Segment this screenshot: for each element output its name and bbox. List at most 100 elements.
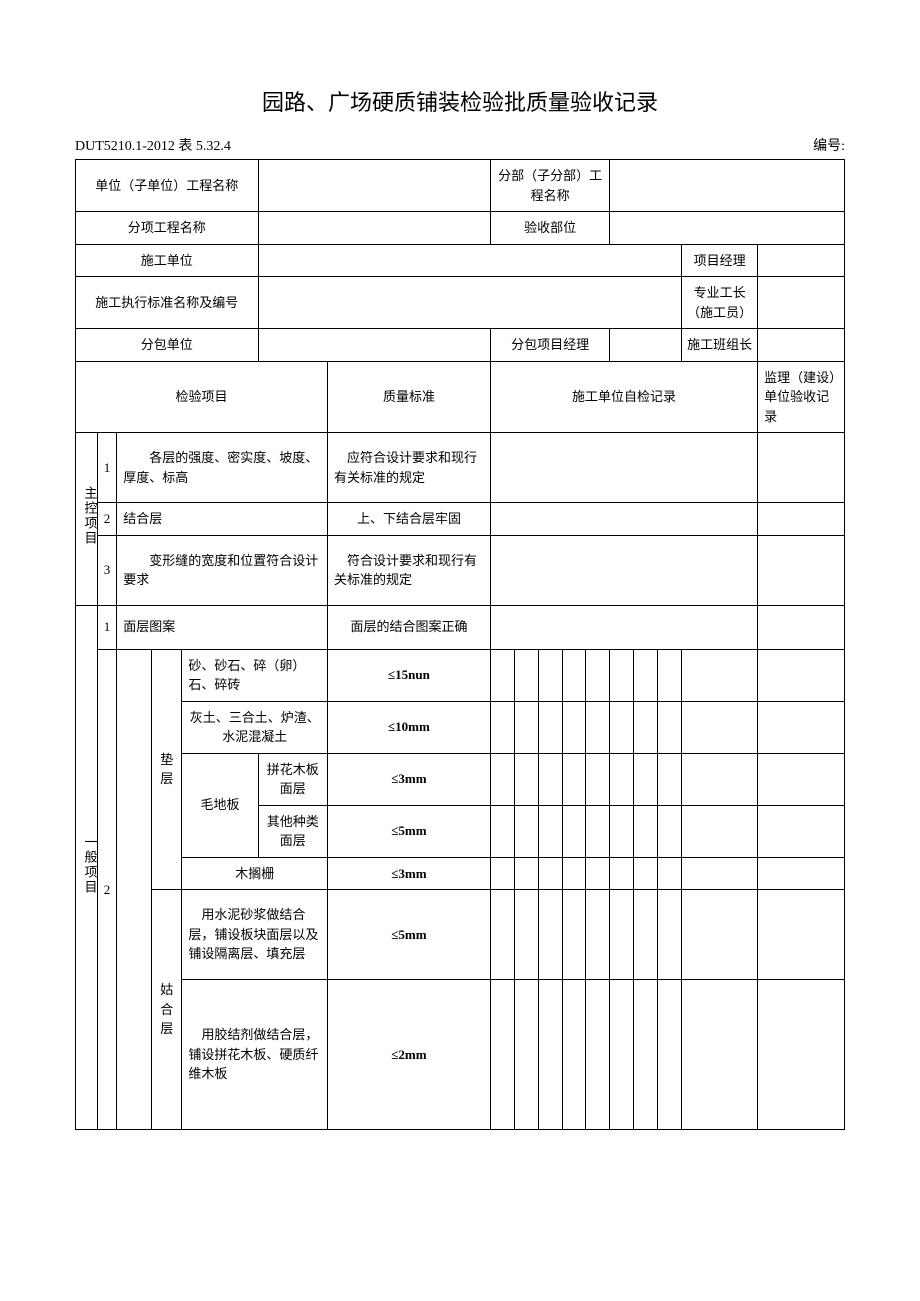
field[interactable] [562,701,586,753]
field[interactable] [538,753,562,805]
field[interactable] [610,805,634,857]
field[interactable] [682,980,758,1130]
field[interactable] [658,649,682,701]
field[interactable] [634,701,658,753]
field[interactable] [586,890,610,980]
doc-code: DUT5210.1-2012 表 5.32.4 [75,135,231,155]
field[interactable] [514,753,538,805]
item-cell: 砂、砂石、碎（卵）石、碎砖 [182,649,328,701]
std-cell: ≤3mm [328,857,491,890]
field[interactable] [634,649,658,701]
field[interactable] [490,535,757,605]
std-cell: 应符合设计要求和现行有关标准的规定 [328,433,491,503]
field[interactable] [610,890,634,980]
field[interactable] [634,805,658,857]
field[interactable] [562,857,586,890]
field[interactable] [610,160,845,212]
field[interactable] [758,753,845,805]
field[interactable] [658,701,682,753]
field[interactable] [490,701,514,753]
field[interactable] [490,503,757,536]
field[interactable] [538,701,562,753]
field[interactable] [658,980,682,1130]
table-row: 分项工程名称 验收部位 [76,212,845,245]
field[interactable] [562,649,586,701]
field[interactable] [490,890,514,980]
field[interactable] [258,277,682,329]
field[interactable] [658,890,682,980]
field[interactable] [490,433,757,503]
field[interactable] [758,244,845,277]
field[interactable] [514,980,538,1130]
field[interactable] [634,980,658,1130]
field[interactable] [258,212,490,245]
field[interactable] [586,753,610,805]
field[interactable] [562,805,586,857]
field[interactable] [610,329,682,362]
field[interactable] [682,857,758,890]
label-accept-part: 验收部位 [490,212,610,245]
item-cell: 木搁栅 [182,857,328,890]
field[interactable] [682,701,758,753]
field[interactable] [758,605,845,649]
field[interactable] [610,980,634,1130]
field[interactable] [538,890,562,980]
field[interactable] [490,805,514,857]
field[interactable] [682,649,758,701]
field[interactable] [758,503,845,536]
field[interactable] [514,857,538,890]
field[interactable] [538,649,562,701]
field[interactable] [758,649,845,701]
field[interactable] [610,649,634,701]
field[interactable] [258,244,682,277]
field[interactable] [758,277,845,329]
field[interactable] [490,857,514,890]
field[interactable] [538,805,562,857]
field[interactable] [490,980,514,1130]
field[interactable] [490,649,514,701]
field[interactable] [514,890,538,980]
field[interactable] [758,890,845,980]
field[interactable] [490,753,514,805]
field[interactable] [610,701,634,753]
field[interactable] [658,857,682,890]
field[interactable] [682,805,758,857]
field[interactable] [758,805,845,857]
field[interactable] [634,857,658,890]
field[interactable] [538,980,562,1130]
field[interactable] [758,701,845,753]
label-item-proj: 分项工程名称 [76,212,259,245]
field[interactable] [758,433,845,503]
field[interactable] [490,605,757,649]
field[interactable] [610,212,845,245]
field[interactable] [562,753,586,805]
field[interactable] [514,701,538,753]
field[interactable] [658,753,682,805]
field[interactable] [634,753,658,805]
field[interactable] [586,980,610,1130]
field[interactable] [658,805,682,857]
std-cell: 上、下结合层牢固 [328,503,491,536]
field[interactable] [610,857,634,890]
field[interactable] [682,890,758,980]
field[interactable] [258,160,490,212]
field[interactable] [562,890,586,980]
field[interactable] [758,535,845,605]
field[interactable] [514,649,538,701]
field[interactable] [514,805,538,857]
label-foreman: 专业工长（施工员） [682,277,758,329]
field[interactable] [758,980,845,1130]
field[interactable] [538,857,562,890]
field[interactable] [562,980,586,1130]
field[interactable] [586,857,610,890]
table-row: 检验项目 质量标准 施工单位自检记录 监理（建设）单位验收记录 [76,361,845,433]
field[interactable] [758,329,845,362]
field[interactable] [258,329,490,362]
field[interactable] [586,701,610,753]
field[interactable] [586,649,610,701]
field[interactable] [758,857,845,890]
field[interactable] [610,753,634,805]
field[interactable] [634,890,658,980]
field[interactable] [682,753,758,805]
field[interactable] [586,805,610,857]
